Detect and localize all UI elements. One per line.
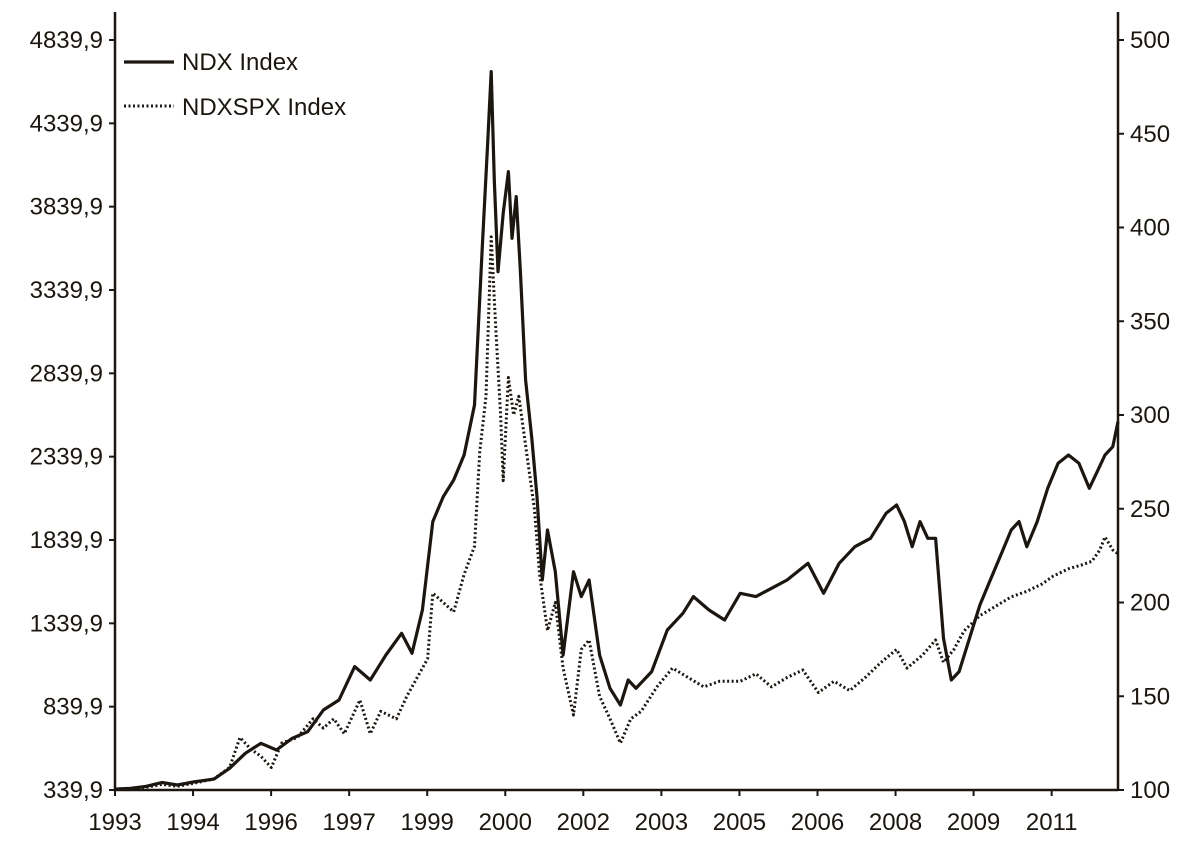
x-tick-label: 1997: [322, 809, 375, 836]
x-ticks: 1993 1994 1996 1997 1999 2000 2002 2003 2005 2006…: [88, 790, 1077, 836]
left-y-tick-label: 2339,9: [30, 444, 103, 471]
left-y-tick-label: 839,9: [43, 694, 103, 721]
x-tick-label: 2002: [557, 809, 610, 836]
series-line-ndx: [114, 69, 1120, 791]
x-tick-label: 1999: [401, 809, 454, 836]
left-y-tick-label: 2839,9: [30, 360, 103, 387]
right-y-tick-label: 300: [1130, 402, 1170, 429]
x-tick-label: 2005: [713, 809, 766, 836]
right-y-tick-label: 100: [1130, 777, 1170, 804]
axes: [113, 12, 1120, 792]
right-y-tick-label: 250: [1130, 496, 1170, 523]
left-y-tick-label: 339,9: [43, 777, 103, 804]
right-y-tick-label: 450: [1130, 121, 1170, 148]
left-y-tick-label: 1339,9: [30, 610, 103, 637]
left-y-ticks: 339,9 839,9 1339,9 1839,9 2339,9 2839,9 3339,9…: [30, 27, 115, 804]
right-y-tick-label: 500: [1130, 27, 1170, 54]
left-y-tick-label: 4839,9: [30, 27, 103, 54]
right-y-tick-label: 350: [1130, 308, 1170, 335]
left-y-tick-label: 3839,9: [30, 194, 103, 221]
left-y-tick-label: 1839,9: [30, 527, 103, 554]
legend: NDX Index NDXSPX Index: [124, 49, 346, 121]
left-y-tick-label: 4339,9: [30, 110, 103, 137]
x-tick-label: 1994: [166, 809, 219, 836]
x-tick-label: 2003: [635, 809, 688, 836]
left-y-tick-label: 3339,9: [30, 277, 103, 304]
series-line-ndxspx: [114, 235, 1119, 791]
x-tick-label: 1996: [244, 809, 297, 836]
series-layer: [114, 69, 1120, 791]
x-tick-label: 2008: [869, 809, 922, 836]
x-tick-label: 2000: [479, 809, 532, 836]
x-tick-label: 2006: [791, 809, 844, 836]
x-tick-label: 2011: [1026, 809, 1078, 836]
right-y-tick-label: 400: [1130, 215, 1170, 242]
legend-label-ndxspx: NDXSPX Index: [182, 94, 346, 121]
right-y-ticks: 100 150 200 250 300 350 400 450 500: [1118, 27, 1170, 804]
legend-label-ndx: NDX Index: [182, 49, 298, 76]
x-tick-label: 2009: [947, 809, 1000, 836]
right-y-tick-label: 150: [1130, 683, 1170, 710]
x-tick-label: 1993: [88, 809, 141, 836]
right-y-tick-label: 200: [1130, 590, 1170, 617]
